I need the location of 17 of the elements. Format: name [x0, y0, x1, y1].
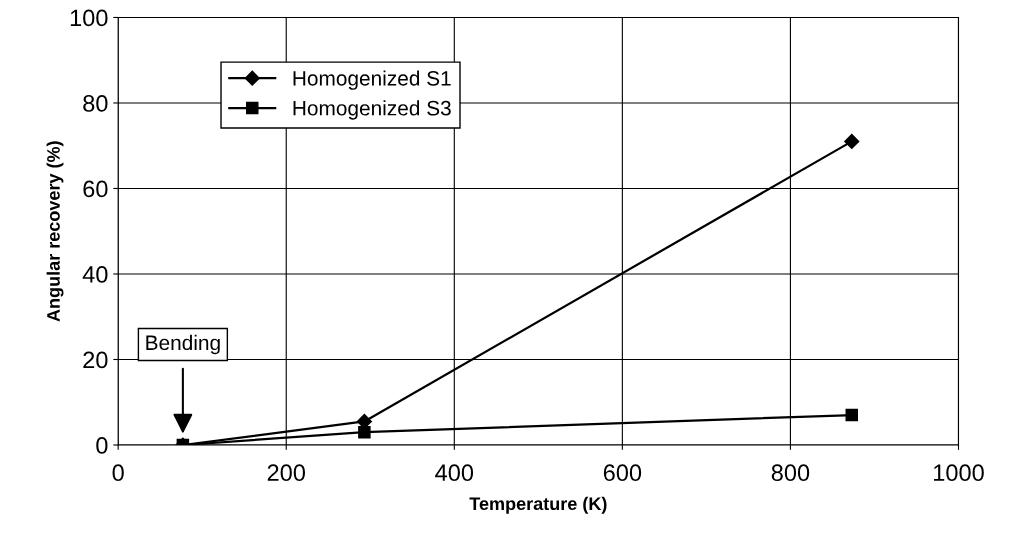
- x-tick-label: 200: [267, 464, 306, 482]
- x-tick-label: 400: [435, 464, 474, 482]
- x-tick-label: 800: [771, 464, 810, 482]
- y-tick-label: 40: [82, 266, 108, 283]
- x-tick-label: 1000: [934, 464, 984, 482]
- y-tick-label: 80: [83, 95, 108, 112]
- annotation: Bending: [146, 334, 220, 355]
- y-axis-title: Angular recovery (%): [46, 141, 64, 322]
- legend-label: Homogenized S3: [293, 100, 451, 120]
- y-tick-label: 0: [96, 437, 108, 454]
- y-tick-label: 100: [70, 9, 108, 27]
- x-tick-label: 0: [112, 464, 124, 482]
- y-tick-label: 20: [83, 351, 108, 369]
- x-axis-title: Temperature (K): [469, 496, 607, 514]
- legend-label: Homogenized S1: [293, 70, 451, 90]
- x-tick-label: 600: [603, 464, 642, 482]
- y-tick-label: 60: [83, 180, 108, 198]
